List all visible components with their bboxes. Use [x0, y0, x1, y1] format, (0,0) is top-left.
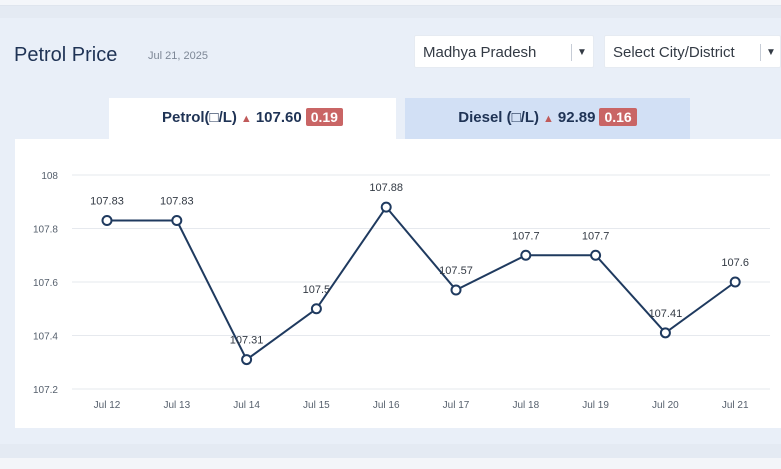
tab-petrol-change-badge: 0.19 — [305, 108, 343, 126]
x-tick-label: Jul 19 — [582, 400, 609, 411]
state-select-value: Madhya Pradesh — [423, 44, 537, 61]
data-label: 107.6 — [721, 257, 749, 269]
x-tick-label: Jul 13 — [163, 400, 190, 411]
x-tick-label: Jul 14 — [233, 400, 260, 411]
chart-card — [15, 139, 781, 428]
x-tick-label: Jul 21 — [722, 400, 749, 411]
y-tick-label: 107.8 — [33, 225, 58, 236]
triangle-up-icon: ▲ — [543, 113, 554, 125]
x-tick-label: Jul 16 — [373, 400, 400, 411]
data-label: 107.88 — [369, 182, 403, 194]
data-point[interactable] — [241, 354, 253, 366]
y-tick-label: 108 — [41, 171, 58, 182]
bottom-strip — [0, 458, 781, 469]
select-divider — [571, 44, 572, 61]
x-tick-label: Jul 17 — [443, 400, 470, 411]
data-point[interactable] — [380, 201, 392, 213]
tab-petrol[interactable]: Petrol(□/L) ▲ 107.60 0.19 — [109, 98, 396, 139]
data-label: 107.7 — [512, 230, 540, 242]
data-point[interactable] — [101, 214, 113, 226]
tab-petrol-price: 107.60 — [255, 109, 302, 126]
x-tick-label: Jul 12 — [94, 400, 121, 411]
top-strip — [0, 0, 781, 6]
state-select[interactable]: Madhya Pradesh ▼ — [414, 35, 594, 68]
select-divider — [760, 44, 761, 61]
y-tick-label: 107.6 — [33, 278, 58, 289]
data-point[interactable] — [450, 284, 462, 296]
data-point[interactable] — [310, 303, 322, 315]
tab-petrol-label: Petrol(□/L) — [162, 109, 237, 126]
y-tick-label: 107.2 — [33, 385, 58, 396]
data-point[interactable] — [729, 276, 741, 288]
series-line — [107, 205, 736, 362]
caret-down-icon[interactable]: ▼ — [577, 47, 587, 58]
data-label: 107.7 — [582, 230, 610, 242]
page-title: Petrol Price — [14, 44, 118, 66]
data-point[interactable] — [659, 327, 671, 339]
x-tick-label: Jul 18 — [512, 400, 539, 411]
triangle-up-icon: ▲ — [240, 113, 252, 125]
city-select-value: Select City/District — [613, 44, 735, 61]
tab-diesel-price: 92.89 — [557, 109, 596, 126]
tab-diesel-change-badge: 0.16 — [599, 108, 637, 126]
data-point[interactable] — [520, 249, 532, 261]
tab-diesel-label: Diesel (□/L) — [458, 109, 540, 126]
data-label: 107.31 — [230, 335, 264, 347]
price-date: Jul 21, 2025 — [148, 50, 208, 62]
x-tick-label: Jul 20 — [652, 400, 679, 411]
data-label: 107.83 — [160, 195, 194, 207]
caret-down-icon[interactable]: ▼ — [766, 47, 776, 58]
data-label: 107.5 — [303, 284, 331, 296]
data-point[interactable] — [171, 214, 183, 226]
data-label: 107.57 — [439, 265, 473, 277]
x-tick-label: Jul 15 — [303, 400, 330, 411]
data-label: 107.41 — [649, 308, 683, 320]
data-label: 107.83 — [90, 195, 124, 207]
data-point[interactable] — [590, 249, 602, 261]
tab-diesel[interactable]: Diesel (□/L) ▲ 92.89 0.16 — [405, 98, 690, 139]
y-tick-label: 107.4 — [33, 332, 58, 343]
